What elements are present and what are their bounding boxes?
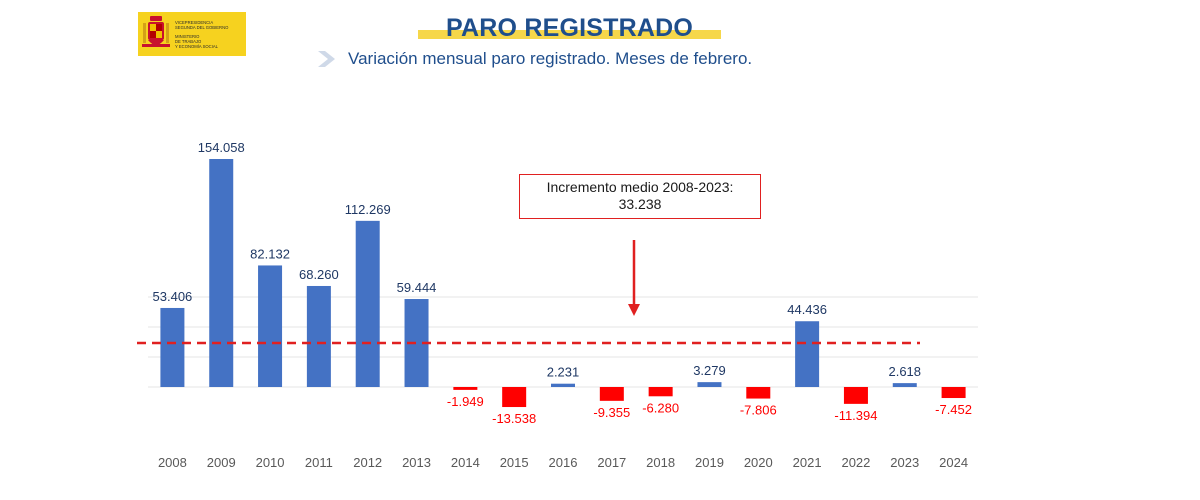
average-annotation-box: Incremento medio 2008-2023: 33.238 xyxy=(519,174,761,219)
x-tick-2022: 2022 xyxy=(841,455,870,470)
data-label-2014: -1.949 xyxy=(447,394,484,409)
data-label-2019: 3.279 xyxy=(693,363,726,378)
bar-2016 xyxy=(551,383,575,387)
data-label-2008: 53.406 xyxy=(153,289,193,304)
data-label-2011: 68.260 xyxy=(299,267,339,282)
x-tick-2012: 2012 xyxy=(353,455,382,470)
government-logo: VICEPRESIDENCIA SEGUNDA DEL GOBIERNO MIN… xyxy=(138,12,246,56)
bar-2015 xyxy=(502,387,527,408)
bar-2011 xyxy=(306,285,331,387)
x-tick-2014: 2014 xyxy=(451,455,480,470)
annotation-value: 33.238 xyxy=(618,196,662,212)
x-tick-2019: 2019 xyxy=(695,455,724,470)
x-tick-2023: 2023 xyxy=(890,455,919,470)
bar-2024 xyxy=(941,387,966,399)
page-title: PARO REGISTRADO xyxy=(446,14,693,42)
x-tick-2017: 2017 xyxy=(597,455,626,470)
data-label-2021: 44.436 xyxy=(787,302,827,317)
bar-2020 xyxy=(746,387,771,399)
data-label-2022: -11.394 xyxy=(834,408,877,423)
data-label-2012: 112.269 xyxy=(345,202,391,217)
x-tick-2016: 2016 xyxy=(549,455,578,470)
x-tick-2009: 2009 xyxy=(207,455,236,470)
x-tick-2024: 2024 xyxy=(939,455,968,470)
bar-2019 xyxy=(697,382,722,387)
data-label-2015: -13.538 xyxy=(492,411,536,426)
bar-2012 xyxy=(355,220,380,387)
bar-2009 xyxy=(209,159,234,387)
title-underline xyxy=(418,30,721,39)
bar-2010 xyxy=(258,265,283,387)
x-tick-2018: 2018 xyxy=(646,455,675,470)
bar-2018 xyxy=(648,387,673,397)
arrow-down-icon xyxy=(628,304,640,316)
data-label-2009: 154.058 xyxy=(198,140,245,155)
data-label-2018: -6.280 xyxy=(642,400,679,415)
bar-2021 xyxy=(795,321,820,387)
x-tick-2013: 2013 xyxy=(402,455,431,470)
x-tick-2021: 2021 xyxy=(793,455,822,470)
x-tick-2011: 2011 xyxy=(305,455,333,470)
x-tick-2010: 2010 xyxy=(256,455,285,470)
data-label-2024: -7.452 xyxy=(935,402,972,417)
data-label-2017: -9.355 xyxy=(593,405,630,420)
data-label-2016: 2.231 xyxy=(547,365,580,380)
data-label-2010: 82.132 xyxy=(250,246,290,261)
bar-2022 xyxy=(843,387,868,404)
ministry-name: VICEPRESIDENCIA SEGUNDA DEL GOBIERNO MIN… xyxy=(175,19,229,49)
data-label-2020: -7.806 xyxy=(740,403,777,418)
annotation-title: Incremento medio 2008-2023: xyxy=(546,179,734,195)
bar-2023 xyxy=(892,383,917,387)
x-tick-2008: 2008 xyxy=(158,455,187,470)
bar-2014 xyxy=(453,387,478,390)
data-label-2023: 2.618 xyxy=(888,364,921,379)
data-label-2013: 59.444 xyxy=(397,280,437,295)
bar-2017 xyxy=(599,387,624,401)
page-subtitle: Variación mensual paro registrado. Meses… xyxy=(348,49,753,68)
chevron-right-icon xyxy=(318,51,335,67)
coat-of-arms-icon xyxy=(142,16,170,47)
x-tick-2015: 2015 xyxy=(500,455,529,470)
bar-2008 xyxy=(160,307,185,387)
x-tick-2020: 2020 xyxy=(744,455,773,470)
